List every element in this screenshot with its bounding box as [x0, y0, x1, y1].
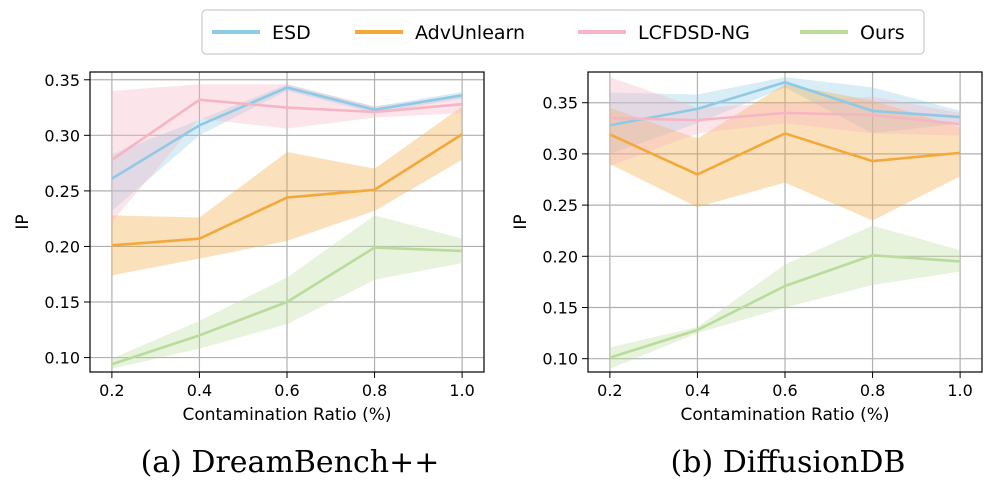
chart2-x-tick-label: 0.8 [860, 381, 885, 400]
chart2-band-advunlearn [609, 84, 961, 221]
chart1-band-advunlearn [111, 106, 463, 276]
chart1-band-esd [111, 84, 463, 211]
chart2-line-lcfdsd-ng [609, 111, 961, 126]
chart1-x-tick-label: 0.8 [362, 381, 387, 400]
chart2-line-esd [609, 80, 961, 127]
chart2-x-axis-label: Contamination Ratio (%) [680, 405, 889, 425]
chart1-band-lcfdsd-ng [111, 84, 463, 222]
legend: ESD AdvUnlearn LCFDSD-NG Ours [201, 9, 925, 55]
chart2-band-lcfdsd-ng [609, 77, 961, 167]
legend-label-lcfdsd-ng: LCFDSD-NG [638, 22, 750, 44]
chart1-x-tick-label: 0.2 [99, 381, 124, 400]
legend-frame [201, 9, 925, 55]
chart1-x-tick-label: 0.6 [274, 381, 299, 400]
chart2-line-ours [609, 253, 961, 359]
chart2-x-tick-label: 1.0 [947, 381, 972, 400]
chart-diffusiondb: 0.2 0.4 0.6 0.8 1.0 0.10 0.15 0.20 0.25 0.30 0.35 C… [511, 71, 983, 425]
chart1-line-ours [111, 246, 463, 366]
chart1-y-tick-label: 0.35 [44, 71, 80, 90]
chart2-x-tick-label: 0.2 [597, 381, 622, 400]
chart2-y-axis-label: IP [511, 214, 531, 229]
chart2-x-tick-label: 0.4 [685, 381, 710, 400]
chart2-y-tick-label: 0.30 [542, 145, 578, 164]
chart2-band-ours [609, 225, 961, 369]
chart2-x-tick-label: 0.6 [772, 381, 797, 400]
caption-dreambench: (a) DreamBench++ [141, 445, 440, 480]
chart2-band-esd [609, 77, 961, 154]
chart1-line-esd [111, 86, 463, 180]
chart2-y-tick-label: 0.35 [542, 94, 578, 113]
chart1-axes-frame [89, 71, 485, 373]
chart1-y-tick-label: 0.20 [44, 237, 80, 256]
chart1-line-advunlearn [111, 133, 463, 247]
chart2-y-tick-label: 0.20 [542, 247, 578, 266]
chart1-y-tick-label: 0.30 [44, 126, 80, 145]
chart1-y-axis-label: IP [13, 214, 33, 229]
chart1-line-lcfdsd-ng [111, 98, 463, 161]
caption-diffusiondb: (b) DiffusionDB [671, 445, 906, 480]
chart2-line-advunlearn [609, 132, 961, 176]
chart1-x-tick-label: 0.4 [187, 381, 212, 400]
chart2-y-tick-label: 0.10 [542, 350, 578, 369]
chart1-x-axis-label: Contamination Ratio (%) [182, 405, 391, 425]
chart1-y-tick-label: 0.25 [44, 182, 80, 201]
legend-label-ours: Ours [860, 22, 905, 44]
legend-label-esd: ESD [272, 22, 311, 44]
chart1-band-ours [111, 215, 463, 369]
chart1-x-tick-label: 1.0 [449, 381, 474, 400]
legend-label-advunlearn: AdvUnlearn [415, 22, 525, 44]
chart-dreambench: 0.2 0.4 0.6 0.8 1.0 0.10 0.15 0.20 0.25 0.30 0.35 C… [13, 71, 485, 425]
chart2-axes-frame [587, 71, 983, 373]
chart1-y-tick-label: 0.15 [44, 293, 80, 312]
chart2-y-tick-label: 0.25 [542, 196, 578, 215]
chart1-y-tick-label: 0.10 [44, 349, 80, 368]
chart2-y-tick-label: 0.15 [542, 298, 578, 317]
